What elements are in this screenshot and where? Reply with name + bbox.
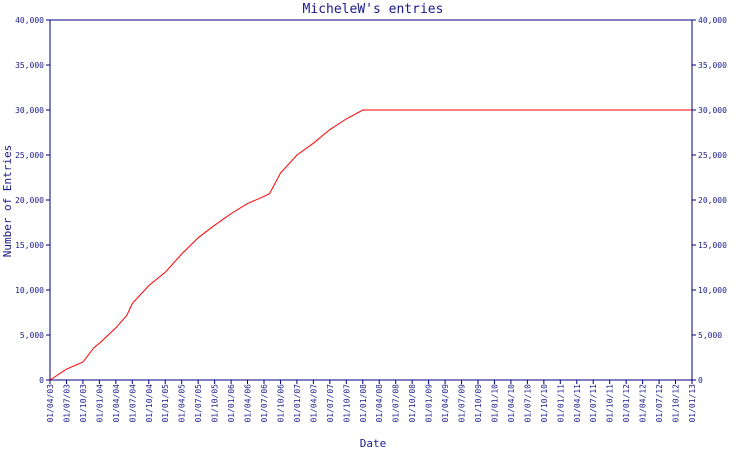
x-tick-label: 01/04/07 — [309, 384, 318, 423]
y-tick-label-right: 40,000 — [698, 16, 727, 25]
x-tick-label: 01/07/08 — [392, 384, 401, 423]
x-tick-label: 01/01/10 — [490, 384, 499, 423]
x-tick-label: 01/01/08 — [359, 384, 368, 423]
x-tick-label: 01/01/05 — [161, 384, 170, 423]
y-tick-label-left: 5,000 — [20, 331, 44, 340]
y-tick-label-left: 25,000 — [15, 151, 44, 160]
x-tick-label: 01/07/07 — [326, 384, 335, 423]
x-tick-label: 01/04/11 — [573, 384, 582, 423]
x-tick-label: 01/01/13 — [688, 384, 697, 423]
y-axis-label: Number of Entries — [1, 145, 14, 258]
y-tick-label-left: 30,000 — [15, 106, 44, 115]
x-axis-label: Date — [360, 437, 387, 450]
x-tick-label: 01/04/04 — [112, 384, 121, 423]
chart-title: MicheleW's entries — [303, 2, 444, 17]
x-tick-label: 01/07/10 — [523, 384, 532, 423]
x-tick-label: 01/04/12 — [639, 384, 648, 423]
x-tick-label: 01/01/06 — [227, 384, 236, 423]
y-tick-label-right: 15,000 — [698, 241, 727, 250]
y-tick-label-left: 0 — [39, 376, 44, 385]
x-tick-label: 01/07/04 — [128, 384, 137, 423]
x-tick-label: 01/01/11 — [556, 384, 565, 423]
x-tick-label: 01/01/07 — [293, 384, 302, 423]
y-tick-label-left: 15,000 — [15, 241, 44, 250]
x-tick-label: 01/04/05 — [178, 384, 187, 423]
x-tick-label: 01/01/04 — [95, 384, 104, 423]
x-tick-label: 01/10/05 — [211, 384, 220, 423]
series-line — [49, 109, 692, 381]
x-tick-label: 01/07/11 — [589, 384, 598, 423]
series-layer — [49, 109, 692, 381]
x-tick-label: 01/07/12 — [655, 384, 664, 423]
x-tick-label: 01/01/09 — [425, 384, 434, 423]
y-tick-label-right: 0 — [698, 376, 703, 385]
y-tick-label-right: 30,000 — [698, 106, 727, 115]
x-tick-label: 01/10/11 — [606, 384, 615, 423]
y-tick-label-left: 40,000 — [15, 16, 44, 25]
x-tick-label: 01/07/06 — [260, 384, 269, 423]
y-tick-label-right: 20,000 — [698, 196, 727, 205]
x-tick-label: 01/10/09 — [474, 384, 483, 423]
y-tick-label-left: 10,000 — [15, 286, 44, 295]
x-tick-label: 01/10/12 — [672, 384, 681, 423]
x-tick-label: 01/10/03 — [79, 384, 88, 423]
x-tick-label: 01/04/06 — [244, 384, 253, 423]
x-tick-label: 01/10/10 — [540, 384, 549, 423]
x-tick-label: 01/04/10 — [507, 384, 516, 423]
x-tick-label: 01/10/04 — [145, 384, 154, 423]
x-tick-label: 01/10/08 — [408, 384, 417, 423]
y-tick-label-left: 20,000 — [15, 196, 44, 205]
x-tick-label: 01/07/03 — [62, 384, 71, 423]
x-tick-label: 01/04/03 — [46, 384, 55, 423]
y-tick-label-right: 10,000 — [698, 286, 727, 295]
x-tick-label: 01/10/07 — [342, 384, 351, 423]
x-tick-label: 01/04/08 — [375, 384, 384, 423]
y-tick-label-right: 25,000 — [698, 151, 727, 160]
x-tick-label: 01/01/12 — [622, 384, 631, 423]
plot-frame — [49, 19, 693, 381]
y-tick-label-right: 5,000 — [698, 331, 722, 340]
y-tick-label-left: 35,000 — [15, 61, 44, 70]
x-tick-label: 01/10/06 — [276, 384, 285, 423]
y-tick-label-right: 35,000 — [698, 61, 727, 70]
x-tick-label: 01/07/05 — [194, 384, 203, 423]
tick-layer: 0 0 5,000 5,000 10,000 10,000 15,000 15,000 20,0… — [15, 16, 727, 423]
x-tick-label: 01/04/09 — [441, 384, 450, 423]
x-tick-label: 01/07/09 — [458, 384, 467, 423]
